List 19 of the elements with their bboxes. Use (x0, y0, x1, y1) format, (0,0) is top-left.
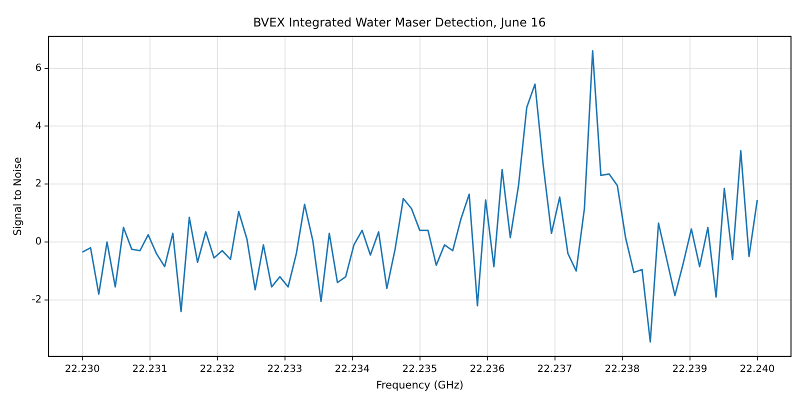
x-tick-label: 22.230 (64, 364, 100, 375)
y-tick-label: 0 (35, 236, 42, 248)
y-tick-label: -2 (32, 294, 42, 306)
x-tick-label: 22.240 (740, 364, 775, 375)
x-tick-label: 22.233 (267, 364, 302, 375)
y-tick-label: 6 (35, 62, 42, 74)
x-tick-label: 22.235 (402, 364, 438, 375)
y-tick-label: 4 (35, 120, 42, 132)
x-tick-label: 22.231 (132, 364, 168, 375)
x-tick-label: 22.234 (334, 364, 370, 375)
x-tick-label: 22.239 (672, 364, 708, 375)
x-tick-label: 22.232 (200, 364, 235, 375)
x-tick-label: 22.238 (604, 364, 640, 375)
y-axis-title: Signal to Noise (12, 157, 24, 236)
x-axis-title: Frequency (GHz) (376, 379, 464, 392)
y-tick-label: 2 (35, 178, 42, 190)
x-tick-label: 22.237 (537, 364, 572, 375)
chart-title: BVEX Integrated Water Maser Detection, June 16 (253, 15, 546, 30)
x-tick-label: 22.236 (470, 364, 505, 375)
